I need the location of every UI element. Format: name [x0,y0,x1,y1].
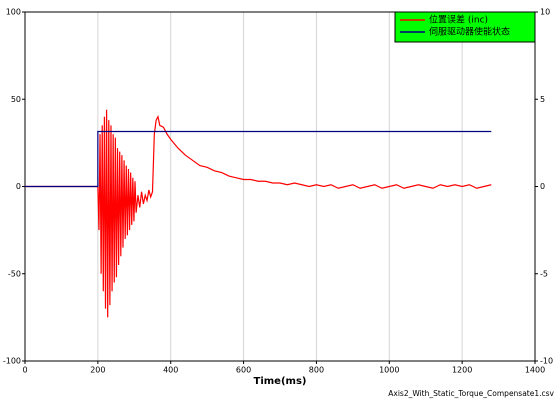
y2-tick-label: 10 [540,8,550,17]
y2-tick-label: -5 [540,269,548,278]
x-tick-label: 800 [309,366,324,375]
y-tick-label: 0 [16,182,21,191]
y-tick-label: -50 [8,269,21,278]
x-axis-label: Time(ms) [254,376,307,387]
legend-label: 伺服驱动器使能状态 [429,26,510,38]
y2-tick-label: -10 [540,357,553,366]
x-tick-label: 600 [236,366,251,375]
y2-tick-label: 0 [540,182,545,191]
y-tick-label: 50 [11,95,21,104]
x-tick-label: 200 [90,366,105,375]
x-tick-label: 1400 [525,366,545,375]
x-tick-label: 1200 [452,366,472,375]
file-name: Axis2_With_Static_Torque_Compensate1.csv [388,389,554,398]
y2-tick-label: 5 [540,95,545,104]
x-tick-label: 400 [163,366,178,375]
legend-label: 位置误差 (inc) [429,14,488,26]
series-line [25,109,492,318]
x-tick-label: 1000 [379,366,399,375]
y-tick-label: -100 [3,357,21,366]
legend-box [394,11,536,43]
series-line [25,130,492,188]
y-tick-label: 100 [6,8,21,17]
x-tick-label: 0 [22,366,27,375]
